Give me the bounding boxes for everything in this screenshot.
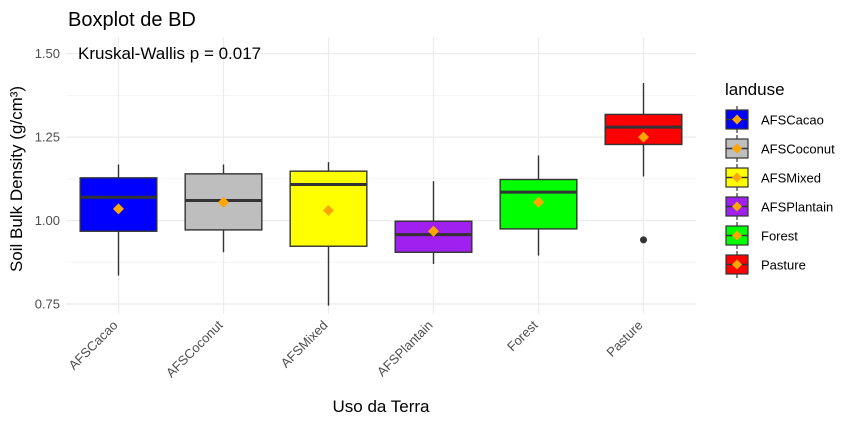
- legend-item-label: AFSMixed: [761, 171, 821, 186]
- legend-item-label: AFSPlantain: [761, 200, 833, 215]
- test-annotation: Kruskal-Wallis p = 0.017: [78, 44, 261, 63]
- legend-key-mean-marker: [732, 172, 742, 183]
- legend-item-label: Forest: [761, 229, 798, 244]
- box-afscacao: [79, 164, 158, 276]
- mean-marker: [638, 131, 649, 143]
- y-axis-label: Soil Bulk Density (g/cm³): [7, 86, 26, 272]
- x-tick-label: AFSMixed: [278, 318, 331, 371]
- box-afsplantain: [394, 181, 473, 264]
- legend-item-pasture: Pasture: [725, 251, 806, 278]
- grid-layer: [66, 37, 696, 314]
- legend-item-afsplantain: AFSPlantain: [725, 193, 833, 220]
- box-pasture: [604, 83, 683, 244]
- chart-title: Boxplot de BD: [68, 9, 196, 31]
- y-tick-label: 0.75: [35, 296, 60, 311]
- x-axis-label: Uso da Terra: [332, 397, 430, 416]
- legend-item-afsmixed: AFSMixed: [725, 164, 821, 191]
- mean-marker: [533, 196, 544, 208]
- x-tick-label: AFSCoconut: [163, 317, 226, 380]
- y-tick-label: 1.00: [35, 213, 60, 228]
- legend-item-label: AFSCacao: [761, 113, 824, 128]
- legend-key-mean-marker: [732, 114, 742, 125]
- legend-key-mean-marker: [732, 143, 742, 154]
- outlier-point: [640, 236, 647, 244]
- box-afsmixed: [289, 162, 368, 306]
- box-layer: [79, 83, 683, 306]
- legend-item-label: AFSCoconut: [761, 142, 835, 157]
- legend-item-forest: Forest: [725, 222, 798, 249]
- legend-key-mean-marker: [732, 259, 742, 270]
- legend-key-mean-marker: [732, 230, 742, 241]
- box-afscoconut: [184, 164, 263, 253]
- legend-item-afscacao: AFSCacao: [725, 106, 824, 133]
- legend-item-afscoconut: AFSCoconut: [725, 135, 835, 162]
- legend-item-label: Pasture: [761, 258, 806, 273]
- mean-marker: [428, 225, 439, 237]
- x-tick-label: Pasture: [603, 318, 645, 360]
- y-tick-label: 1.50: [35, 46, 60, 61]
- mean-marker: [113, 203, 124, 215]
- y-tick-label: 1.25: [35, 130, 60, 145]
- x-tick-label: AFSPlantain: [374, 318, 436, 380]
- box-forest: [499, 155, 578, 256]
- mean-marker: [218, 196, 229, 208]
- x-tick-label: AFSCacao: [66, 318, 121, 373]
- mean-marker: [323, 205, 334, 217]
- legend-title: landuse: [725, 80, 785, 99]
- legend: landuse AFSCacao AFSCoconut AFSMixed AFSPla…: [725, 80, 835, 278]
- x-tick-label: Forest: [504, 317, 541, 354]
- legend-key-mean-marker: [732, 201, 742, 212]
